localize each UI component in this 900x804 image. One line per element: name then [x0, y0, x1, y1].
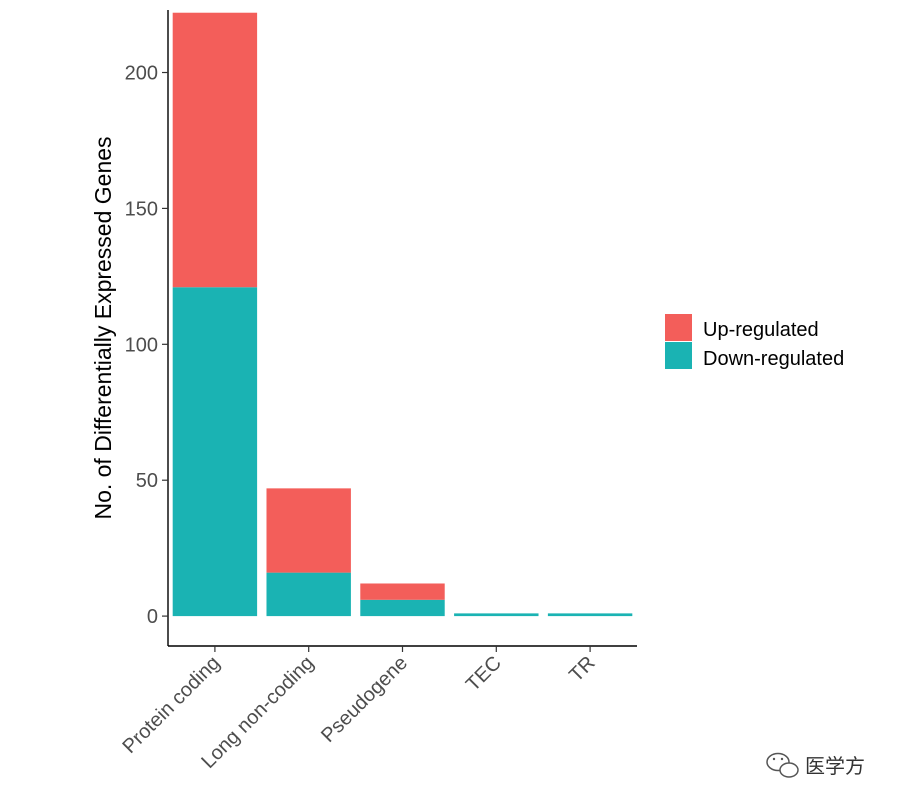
bar-protein-coding-down-regulated [172, 287, 258, 617]
y-tick-label: 150 [125, 198, 158, 220]
x-tick-label: TEC [462, 652, 506, 696]
y-tick-label: 200 [125, 63, 158, 85]
bar-protein-coding-up-regulated [172, 12, 258, 288]
legend-label-up-regulated: Up-regulated [703, 319, 819, 341]
bar-layer [172, 12, 633, 617]
y-tick-label: 0 [147, 606, 158, 628]
x-tick-label: Protein coding [118, 652, 224, 758]
wechat-icon [766, 752, 799, 778]
y-tick-label: 100 [125, 334, 158, 356]
watermark: 医学方 [766, 752, 865, 778]
y-ticks: 0 50 100 150 200 [125, 63, 168, 628]
legend-label-down-regulated: Down-regulated [703, 348, 844, 370]
bar-pseudogene-up-regulated [360, 583, 445, 600]
legend-swatch-down-regulated [665, 342, 692, 369]
x-tick-label: TR [565, 652, 599, 686]
y-axis-title: No. of Differentially Expressed Genes [90, 136, 116, 519]
legend: Up-regulated Down-regulated [665, 314, 844, 370]
watermark-text: 医学方 [805, 755, 865, 778]
bar-tr-down-regulated [547, 613, 633, 617]
bar-tec-down-regulated [454, 613, 539, 617]
legend-swatch-up-regulated [665, 314, 692, 341]
bar-long-non-coding-down-regulated [266, 572, 351, 617]
x-tick-label: Pseudogene [317, 652, 412, 747]
bar-long-non-coding-up-regulated [266, 488, 351, 573]
bar-pseudogene-down-regulated [360, 599, 445, 617]
y-tick-label: 50 [136, 470, 158, 492]
